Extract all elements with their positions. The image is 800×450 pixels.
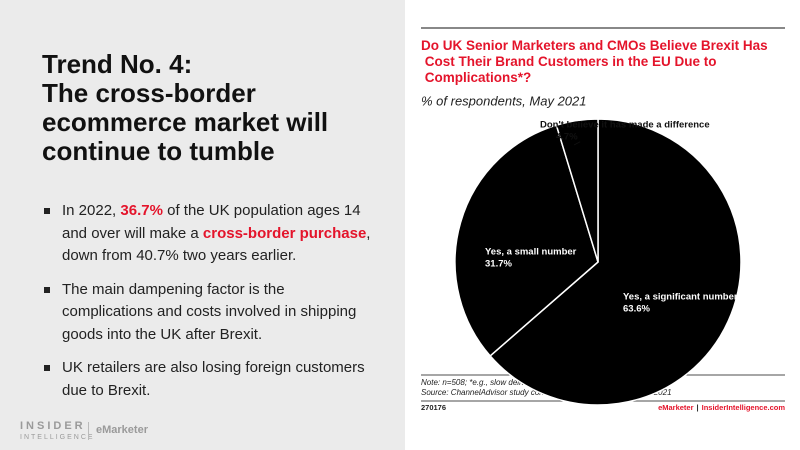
slice-label: Yes, a significant number	[623, 292, 738, 303]
chart-id: 270176	[421, 403, 446, 412]
title-line: The cross-border	[42, 78, 256, 108]
bullet: UK retailers are also losing foreign cus…	[42, 357, 372, 402]
slide-title: Trend No. 4: The cross-border ecommerce …	[42, 50, 328, 166]
logo-emarketer: eMarketer	[96, 424, 148, 436]
slice-value: 4.7%	[556, 132, 578, 143]
bullet-list: In 2022, 36.7% of the UK population ages…	[42, 200, 372, 413]
logo-insider: INSIDER	[20, 420, 86, 432]
pie-slice	[454, 124, 599, 357]
pie-slice	[489, 118, 742, 406]
text: , down from 40.7% two years earlier.	[62, 224, 371, 265]
chart-title: Do UK Senior Marketers and CMOs Believe …	[421, 38, 768, 85]
slice-value: 31.7%	[485, 259, 512, 270]
brand-name: eMarketer	[658, 403, 694, 412]
left-panel: Trend No. 4: The cross-border ecommerce …	[0, 0, 405, 450]
text: UK retailers are also losing foreign cus…	[62, 359, 365, 399]
brand-sep: |	[697, 403, 699, 412]
bullet: The main dampening factor is the complic…	[42, 279, 372, 347]
pie-slice	[555, 118, 599, 263]
text: of the UK population ages 14 and over wi…	[62, 202, 361, 242]
chart: Do UK Senior Marketers and CMOs Believe …	[421, 27, 785, 412]
logo-intelligence: INTELLIGENCE	[20, 434, 95, 441]
chart-subtitle: % of respondents, May 2021	[421, 93, 587, 108]
brand: eMarketer | InsiderIntelligence.com	[658, 403, 785, 412]
logo-divider	[88, 422, 89, 440]
highlight: 36.7%	[120, 202, 163, 219]
slice-label: Yes, a small number	[485, 247, 577, 258]
text: The main dampening factor is the complic…	[62, 280, 357, 343]
title-line: continue to tumble	[42, 136, 275, 166]
title-line: Trend No. 4:	[42, 49, 193, 79]
title-line: ecommerce market will	[42, 107, 329, 137]
slice-label: Don't believe it has made a difference	[540, 120, 710, 131]
text: In 2022,	[62, 202, 121, 219]
note: Note: n=508; *e.g., slow delivery or add…	[421, 378, 596, 387]
slice-value: 63.6%	[623, 304, 650, 315]
highlight: cross-border purchase	[202, 224, 367, 242]
bullet: In 2022, 36.7% of the UK population ages…	[42, 200, 372, 268]
leader-line	[573, 141, 581, 146]
brand-site: InsiderIntelligence.com	[702, 403, 786, 412]
